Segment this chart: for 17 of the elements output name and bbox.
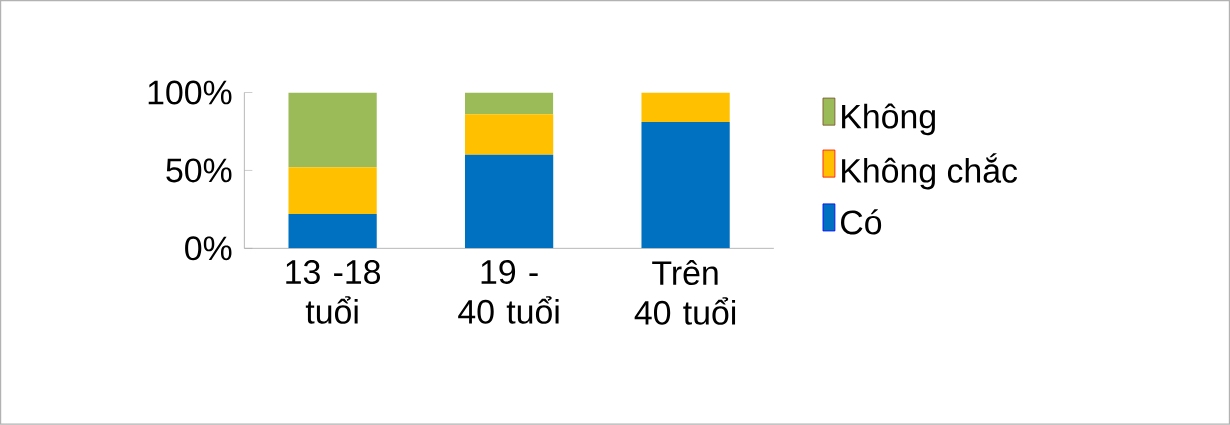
legend-label: Không chắc bbox=[842, 153, 1018, 190]
x-tick-label: Trên 40 tuổi bbox=[634, 260, 736, 325]
x-tick-label: 13 -18 tuổi bbox=[286, 260, 381, 324]
legend-label: Không bbox=[842, 103, 935, 136]
bar bbox=[464, 154, 554, 249]
legend-label: Có bbox=[841, 209, 882, 235]
bar bbox=[464, 92, 554, 115]
x-tick-label: 19 - 40 tuổi bbox=[458, 260, 559, 324]
bar bbox=[641, 122, 730, 249]
y-tick-label: 100% bbox=[148, 80, 232, 105]
y-tick-label: 50% bbox=[166, 158, 232, 183]
bar bbox=[288, 92, 377, 168]
bar bbox=[288, 167, 377, 215]
y-tick-label: 0% bbox=[185, 236, 232, 261]
bar bbox=[288, 214, 377, 249]
bar bbox=[464, 114, 554, 155]
bar bbox=[641, 92, 730, 123]
